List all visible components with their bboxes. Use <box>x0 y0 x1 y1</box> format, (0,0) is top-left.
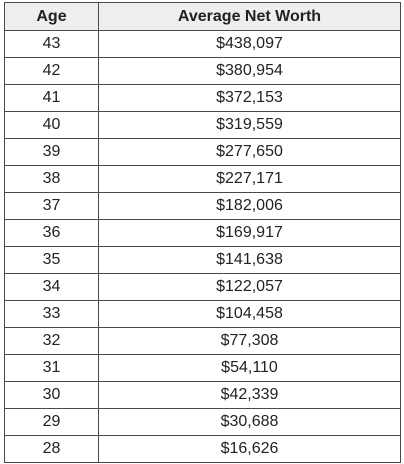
age-cell: 35 <box>4 246 99 274</box>
table-row: 33 $104,458 <box>4 300 401 328</box>
net-worth-cell: $169,917 <box>98 219 401 247</box>
age-cell: 34 <box>4 273 99 301</box>
table-row: 43 $438,097 <box>4 30 401 58</box>
table-row: 32 $77,308 <box>4 327 401 355</box>
table-row: 37 $182,006 <box>4 192 401 220</box>
age-cell: 41 <box>4 84 99 112</box>
net-worth-cell: $380,954 <box>98 57 401 85</box>
net-worth-cell: $54,110 <box>98 354 401 382</box>
net-worth-by-age-table: Age Average Net Worth 43 $438,097 42 $38… <box>4 2 401 463</box>
net-worth-cell: $141,638 <box>98 246 401 274</box>
net-worth-cell: $227,171 <box>98 165 401 193</box>
table-row: 36 $169,917 <box>4 219 401 247</box>
age-cell: 31 <box>4 354 99 382</box>
net-worth-cell: $182,006 <box>98 192 401 220</box>
table-header-row: Age Average Net Worth <box>4 2 401 31</box>
age-cell: 33 <box>4 300 99 328</box>
table-row: 34 $122,057 <box>4 273 401 301</box>
age-cell: 43 <box>4 30 99 58</box>
age-cell: 39 <box>4 138 99 166</box>
table-row: 41 $372,153 <box>4 84 401 112</box>
age-cell: 37 <box>4 192 99 220</box>
net-worth-cell: $372,153 <box>98 84 401 112</box>
net-worth-cell: $42,339 <box>98 381 401 409</box>
net-worth-cell: $438,097 <box>98 30 401 58</box>
net-worth-cell: $30,688 <box>98 408 401 436</box>
table-row: 31 $54,110 <box>4 354 401 382</box>
net-worth-cell: $277,650 <box>98 138 401 166</box>
age-cell: 42 <box>4 57 99 85</box>
net-worth-cell: $319,559 <box>98 111 401 139</box>
age-cell: 32 <box>4 327 99 355</box>
age-cell: 30 <box>4 381 99 409</box>
header-age: Age <box>4 2 99 31</box>
table-row: 39 $277,650 <box>4 138 401 166</box>
age-cell: 28 <box>4 435 99 463</box>
net-worth-cell: $77,308 <box>98 327 401 355</box>
table-row: 30 $42,339 <box>4 381 401 409</box>
age-cell: 29 <box>4 408 99 436</box>
table-row: 28 $16,626 <box>4 435 401 463</box>
net-worth-cell: $122,057 <box>98 273 401 301</box>
header-average-net-worth: Average Net Worth <box>98 2 401 31</box>
age-cell: 38 <box>4 165 99 193</box>
table-row: 42 $380,954 <box>4 57 401 85</box>
table-body: 43 $438,097 42 $380,954 41 $372,153 40 $… <box>4 30 401 463</box>
table-row: 29 $30,688 <box>4 408 401 436</box>
net-worth-table-container: Age Average Net Worth 43 $438,097 42 $38… <box>4 2 401 463</box>
net-worth-cell: $16,626 <box>98 435 401 463</box>
net-worth-cell: $104,458 <box>98 300 401 328</box>
age-cell: 40 <box>4 111 99 139</box>
age-cell: 36 <box>4 219 99 247</box>
table-row: 38 $227,171 <box>4 165 401 193</box>
table-row: 40 $319,559 <box>4 111 401 139</box>
table-row: 35 $141,638 <box>4 246 401 274</box>
